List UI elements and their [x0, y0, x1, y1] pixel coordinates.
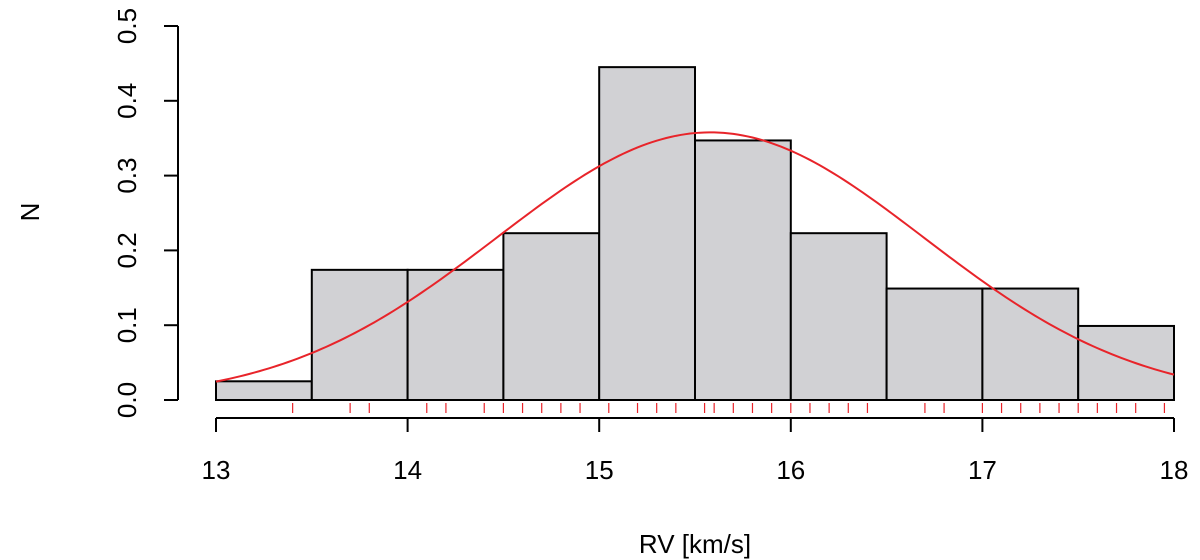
histogram-bar — [694, 139, 792, 401]
x-axis: 13 14 15 16 17 18 — [202, 417, 1189, 485]
histogram-bar — [789, 232, 888, 401]
histogram-bar — [310, 268, 409, 401]
x-tick-label: 15 — [585, 455, 614, 485]
x-tick-label: 18 — [1160, 455, 1189, 485]
histogram-bar — [1077, 324, 1175, 401]
y-axis: 0.0 0.1 0.2 0.3 0.4 0.5 — [112, 8, 179, 418]
histogram-bar — [215, 380, 313, 401]
y-axis-label: N — [15, 203, 45, 222]
y-tick-label: 0.5 — [112, 8, 142, 44]
y-tick-label: 0.0 — [112, 382, 142, 418]
normal-fit-curve — [215, 131, 1175, 383]
histogram-bar — [885, 287, 984, 402]
rug-marks — [292, 403, 1166, 413]
histogram-bar — [981, 287, 1080, 402]
y-tick-label: 0.1 — [112, 307, 142, 343]
y-tick-label: 0.2 — [112, 232, 142, 268]
histogram-bar — [406, 268, 505, 401]
histogram-bar — [598, 66, 697, 401]
x-axis-label: RV [km/s] — [639, 529, 751, 559]
histogram-bars — [215, 66, 1175, 402]
y-tick-label: 0.3 — [112, 158, 142, 194]
x-tick-label: 16 — [776, 455, 805, 485]
histogram-bar — [502, 232, 601, 401]
x-tick-label: 13 — [202, 455, 231, 485]
y-tick-label: 0.4 — [112, 83, 142, 119]
x-tick-label: 17 — [968, 455, 997, 485]
x-tick-label: 14 — [393, 455, 422, 485]
